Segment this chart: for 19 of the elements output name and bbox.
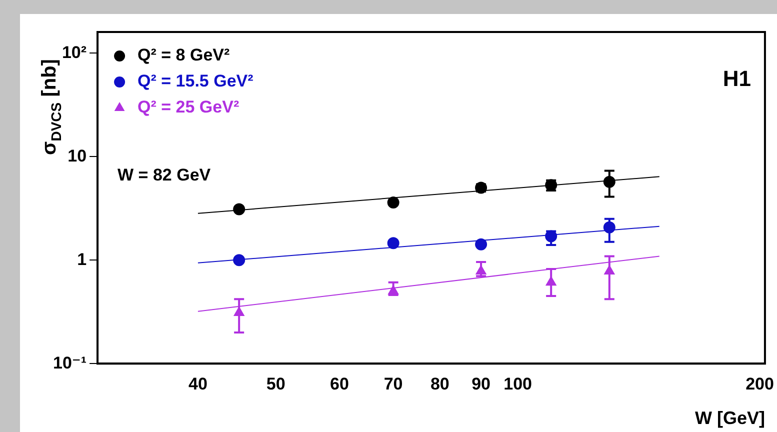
y-tick-label: 10² — [62, 42, 87, 62]
y-tick-label: 10 — [68, 146, 87, 166]
x-tick-label: 50 — [266, 374, 286, 394]
x-tick-label: 200 — [746, 374, 774, 394]
y-tick-label: 1 — [77, 250, 87, 269]
x-tick-label: 70 — [384, 374, 403, 394]
x-tick-label: 90 — [472, 374, 490, 394]
x-axis-title: W [GeV] — [694, 408, 765, 428]
y-tick-label: 10⁻¹ — [52, 353, 87, 372]
x-tick-label: 100 — [504, 374, 532, 394]
legend-label: Q² = 25 GeV² — [138, 98, 240, 117]
annotation: H1 — [722, 66, 751, 92]
y-axis-title: σDVCS [nb] — [38, 59, 64, 155]
annotation: W = 82 GeV — [118, 166, 212, 185]
x-tick-label: 80 — [430, 374, 450, 394]
legend-label: Q² = 8 GeV² — [138, 46, 230, 65]
legend-label: Q² = 15.5 GeV² — [138, 72, 254, 91]
x-tick-label: 60 — [330, 374, 349, 394]
x-tick-label: 40 — [188, 374, 208, 394]
